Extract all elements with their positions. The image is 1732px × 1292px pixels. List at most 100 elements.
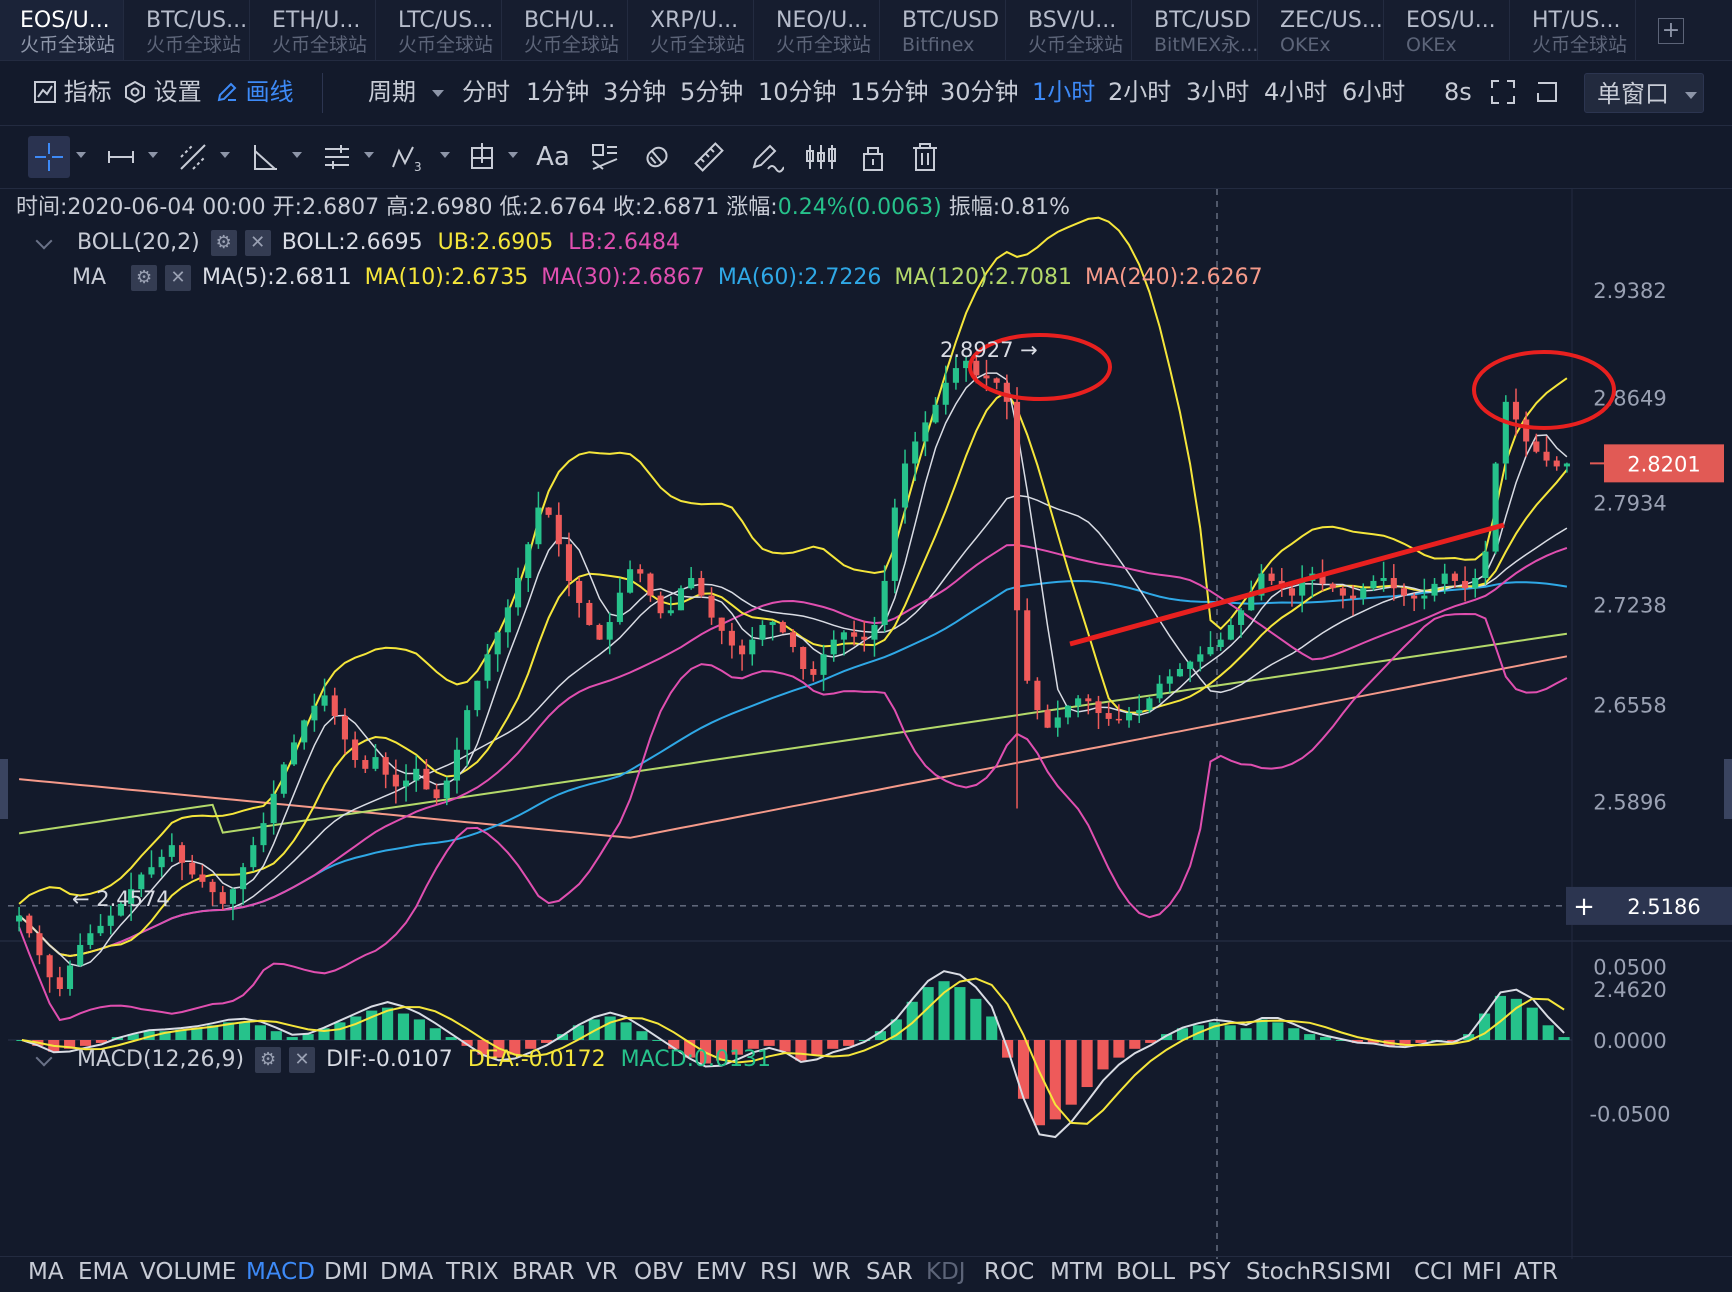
chevron-down-icon[interactable] [508,152,518,158]
indicator-tab[interactable]: VR [586,1259,618,1285]
symbol-tab[interactable]: ETH/U... 火币全球站 [252,0,376,60]
brush-tool[interactable] [746,136,788,178]
fullscreen-button[interactable] [1490,79,1516,114]
indicator-tab[interactable]: DMI [324,1259,369,1285]
period-option[interactable]: 10分钟 [758,78,837,106]
crosshair-tool[interactable] [28,136,70,178]
indicator-tab[interactable]: WR [812,1259,851,1285]
close-icon[interactable]: ✕ [289,1047,316,1073]
symbol-tab[interactable]: XRP/U... 火币全球站 [630,0,754,60]
period-option[interactable]: 30分钟 [940,78,1019,106]
parallel-lines-tool[interactable] [316,136,358,178]
draw-button[interactable]: 画线 [216,75,294,109]
tab-symbol: EOS/U... [1406,8,1496,33]
collapse-chevron-icon[interactable] [35,232,53,250]
indicator-tab[interactable]: CCI [1414,1259,1453,1285]
tab-exchange: Bitfinex [902,34,975,56]
indicator-tab[interactable]: ATR [1514,1259,1558,1285]
low-label: 低: [499,195,529,220]
angle-tool[interactable] [244,136,286,178]
indicator-tab[interactable]: EMA [78,1259,129,1285]
measure-tool[interactable] [462,136,504,178]
macd-histogram-bar [1320,1037,1332,1040]
symbol-tab[interactable]: BSV/U... 火币全球站 [1008,0,1132,60]
candle-body [402,780,410,787]
period-option[interactable]: 1分钟 [526,78,590,106]
symbol-tab[interactable]: BTC/USD Bitfinex [882,0,1006,60]
popout-button[interactable] [1534,79,1560,114]
ruler-tool[interactable] [688,136,730,178]
candlestick-chart[interactable]: 2.93822.86492.79342.72382.65582.58962.46… [0,189,1732,1259]
indicator-tab[interactable]: DMA [380,1259,434,1285]
period-option[interactable]: 5分钟 [680,78,744,106]
period-option[interactable]: 3小时 [1186,78,1250,106]
wave-tool[interactable]: 3 [388,136,430,178]
indicator-tab[interactable]: PSY [1188,1259,1231,1285]
trend-line-tool[interactable] [172,136,214,178]
settings-button[interactable]: 设置 [124,75,202,109]
ma-name: MA [72,265,107,290]
symbol-tab[interactable]: BTC/USD BitMEX永... [1134,0,1258,60]
period-dropdown[interactable]: 周期 [368,75,444,109]
period-option[interactable]: 6小时 [1342,78,1406,106]
indicator-tab[interactable]: BOLL [1116,1259,1176,1285]
chevron-down-icon[interactable] [76,152,86,158]
period-option[interactable]: 2小时 [1108,78,1172,106]
symbol-tab[interactable]: EOS/U... OKEx [1386,0,1510,60]
indicator-tab[interactable]: TRIX [446,1259,499,1285]
indicator-tab[interactable]: MTM [1050,1259,1104,1285]
symbol-tab[interactable]: EOS/U... 火币全球站 [0,0,124,60]
gear-icon[interactable]: ⚙ [255,1047,282,1073]
indicator-tab[interactable]: StochRSI [1246,1259,1349,1285]
period-option[interactable]: 15分钟 [850,78,929,106]
lock-tool[interactable] [852,136,894,178]
indicator-tab[interactable]: MA [28,1259,64,1285]
gear-icon[interactable]: ⚙ [210,230,237,256]
fib-tool[interactable] [584,136,626,178]
gear-icon[interactable]: ⚙ [131,265,158,291]
measure-icon [471,143,493,169]
close-icon[interactable]: ✕ [165,265,192,291]
chevron-down-icon[interactable] [292,152,302,158]
indicator-tab[interactable]: VOLUME [140,1259,237,1285]
magnet-tool[interactable] [636,136,678,178]
period-option[interactable]: 4小时 [1264,78,1328,106]
symbol-tab[interactable]: LTC/US... 火币全球站 [378,0,502,60]
candle-body [189,862,196,875]
collapse-chevron-icon[interactable] [35,1049,53,1067]
chevron-down-icon[interactable] [440,152,450,158]
symbol-tab[interactable]: NEO/U... 火币全球站 [756,0,880,60]
period-option[interactable]: 分时 [462,78,510,106]
indicator-tab[interactable]: OBV [634,1259,683,1285]
add-tab-button[interactable]: + [1658,18,1684,44]
indicator-tab[interactable]: SMI [1350,1259,1392,1285]
window-mode-select[interactable]: 单窗口 [1584,73,1704,113]
indicator-tab[interactable]: RSI [760,1259,798,1285]
refresh-interval[interactable]: 8s [1444,78,1472,106]
symbol-tab[interactable]: BTC/US... 火币全球站 [126,0,250,60]
candle-body [46,955,53,978]
pattern-tool[interactable] [800,136,842,178]
text-tool[interactable]: Aa [532,136,574,178]
symbol-tab[interactable]: HT/US... 火币全球站 [1512,0,1636,60]
indicator-tab[interactable]: BRAR [512,1259,575,1285]
close-icon[interactable]: ✕ [244,230,271,256]
indicator-tab[interactable]: ROC [984,1259,1035,1285]
indicator-tab[interactable]: MACD [246,1259,315,1285]
symbol-tab[interactable]: BCH/U... 火币全球站 [504,0,628,60]
horizontal-line-tool[interactable] [100,136,142,178]
chevron-down-icon[interactable] [148,152,158,158]
period-option[interactable]: 3分钟 [603,78,667,106]
chart-area[interactable]: 2.9382 2.8649 2.7934 2.7238 2.6558 2.5896 2.46… [0,189,1732,1259]
trash-tool[interactable] [904,136,946,178]
chevron-down-icon[interactable] [220,152,230,158]
indicator-tab[interactable]: KDJ [926,1259,966,1285]
indicator-button[interactable]: 指标 [34,75,112,109]
indicator-tab[interactable]: SAR [866,1259,913,1285]
indicator-tab[interactable]: MFI [1462,1259,1502,1285]
symbol-tab[interactable]: ZEC/US... OKEx [1260,0,1384,60]
chevron-down-icon[interactable] [364,152,374,158]
indicator-tab[interactable]: EMV [696,1259,747,1285]
candle-body [616,592,623,623]
period-option[interactable]: 1小时 [1032,78,1096,106]
